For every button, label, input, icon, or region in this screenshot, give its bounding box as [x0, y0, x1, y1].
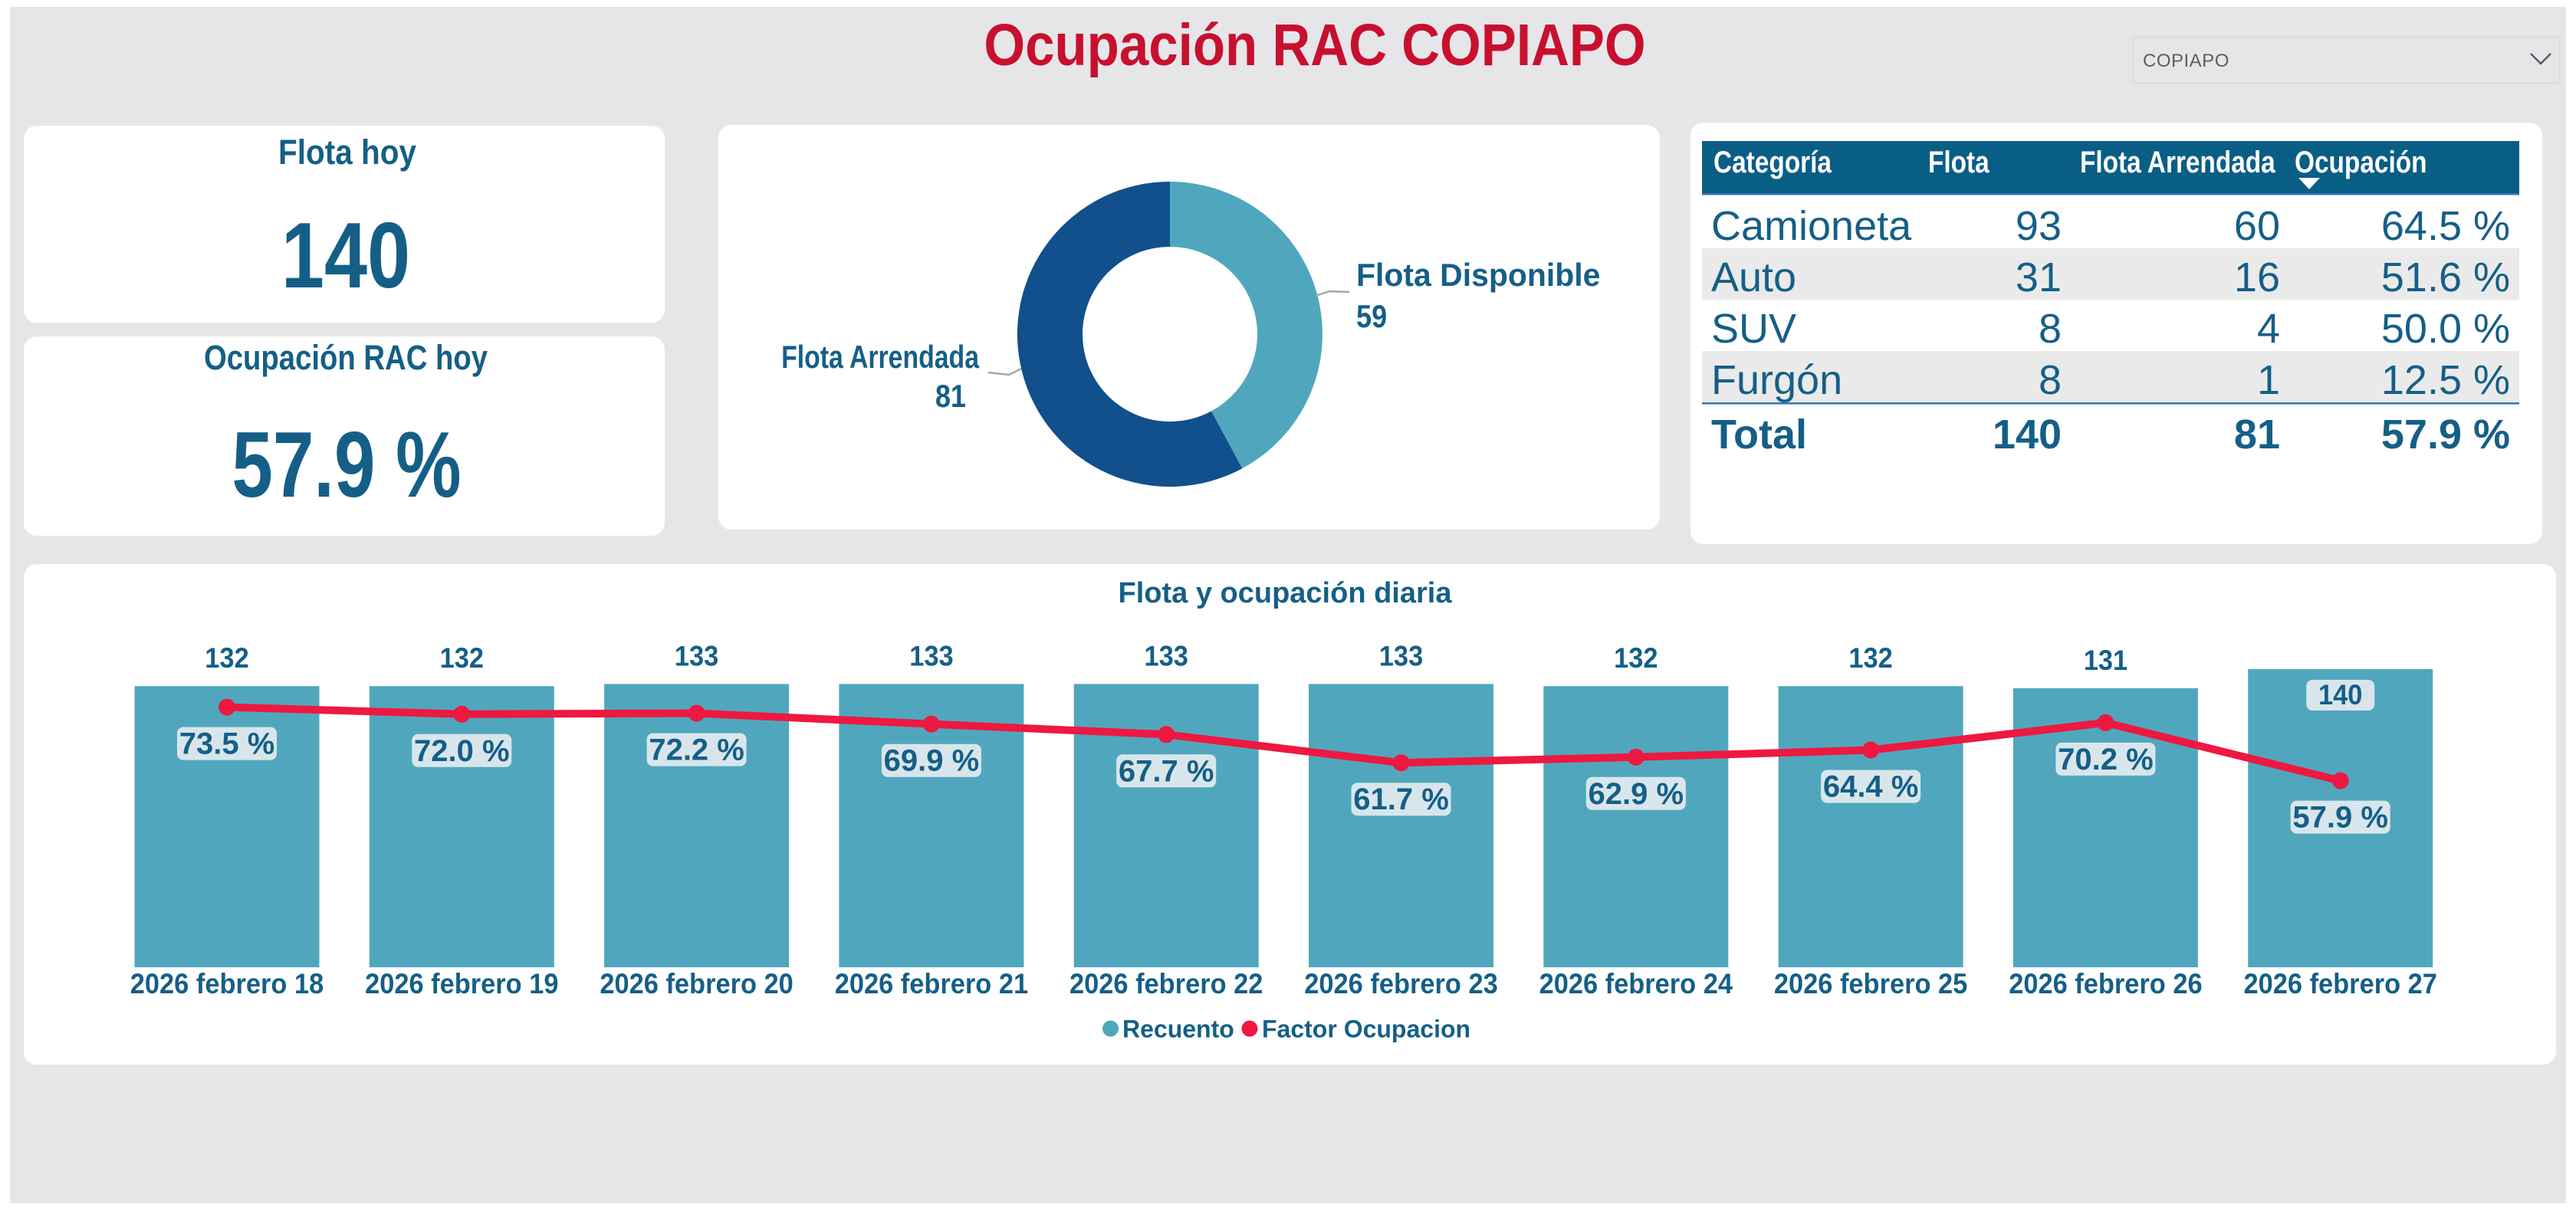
svg-text:67.7 %: 67.7 %	[1119, 754, 1214, 788]
svg-text:2026 febrero 21: 2026 febrero 21	[835, 968, 1028, 999]
svg-text:70.2 %: 70.2 %	[2058, 743, 2154, 776]
svg-text:2026 febrero 24: 2026 febrero 24	[1539, 968, 1733, 999]
svg-text:81: 81	[935, 379, 966, 415]
svg-text:64.5 %: 64.5 %	[2381, 203, 2510, 249]
svg-text:2026 febrero 23: 2026 febrero 23	[1304, 968, 1497, 999]
svg-text:Camioneta: Camioneta	[1711, 203, 1912, 249]
svg-text:50.0 %: 50.0 %	[2381, 306, 2510, 352]
svg-text:8: 8	[2039, 306, 2062, 352]
svg-text:72.0 %: 72.0 %	[414, 734, 510, 768]
svg-text:2026 febrero 25: 2026 febrero 25	[1774, 968, 1967, 999]
svg-text:8: 8	[2039, 357, 2062, 403]
svg-text:31: 31	[2016, 254, 2062, 300]
svg-text:131: 131	[2084, 645, 2128, 676]
svg-text:140: 140	[281, 203, 410, 307]
svg-text:140: 140	[1993, 412, 2062, 458]
svg-text:4: 4	[2257, 306, 2280, 352]
svg-text:132: 132	[440, 642, 484, 674]
svg-text:133: 133	[1144, 640, 1188, 671]
svg-text:132: 132	[1614, 642, 1658, 674]
svg-text:Auto: Auto	[1711, 254, 1796, 300]
svg-text:2026 febrero 19: 2026 febrero 19	[365, 968, 558, 999]
svg-text:Factor Ocupacion: Factor Ocupacion	[1262, 1016, 1470, 1043]
svg-text:69.9 %: 69.9 %	[884, 744, 980, 778]
svg-text:Flota y ocupación diaria: Flota y ocupación diaria	[1119, 577, 1453, 609]
svg-text:2026 febrero 22: 2026 febrero 22	[1070, 968, 1263, 999]
svg-text:Flota Disponible: Flota Disponible	[1356, 257, 1600, 294]
svg-text:Flota: Flota	[1928, 145, 1990, 179]
svg-text:COPIAPO: COPIAPO	[2143, 51, 2229, 71]
svg-text:132: 132	[205, 642, 248, 674]
svg-text:133: 133	[909, 640, 953, 671]
svg-text:SUV: SUV	[1711, 306, 1796, 352]
svg-text:61.7 %: 61.7 %	[1353, 783, 1449, 816]
svg-text:133: 133	[1379, 640, 1423, 671]
svg-text:Flota hoy: Flota hoy	[278, 133, 416, 172]
svg-text:93: 93	[2016, 203, 2062, 249]
svg-text:Recuento: Recuento	[1122, 1016, 1234, 1043]
svg-text:81: 81	[2234, 412, 2280, 458]
svg-text:Flota Arrendada: Flota Arrendada	[781, 340, 980, 376]
svg-text:60: 60	[2234, 203, 2280, 249]
svg-text:57.9 %: 57.9 %	[232, 413, 461, 517]
svg-text:72.2 %: 72.2 %	[649, 733, 744, 767]
svg-text:133: 133	[675, 640, 718, 671]
svg-text:2026 febrero 26: 2026 febrero 26	[2009, 968, 2202, 999]
svg-text:59: 59	[1356, 300, 1387, 335]
svg-text:132: 132	[1848, 642, 1892, 674]
svg-text:16: 16	[2234, 254, 2280, 300]
svg-text:1: 1	[2257, 357, 2280, 403]
svg-text:Total: Total	[1711, 412, 1807, 458]
svg-text:62.9 %: 62.9 %	[1589, 777, 1684, 811]
svg-text:57.9 %: 57.9 %	[2381, 412, 2510, 458]
svg-text:12.5 %: 12.5 %	[2381, 357, 2510, 403]
svg-text:2026 febrero 27: 2026 febrero 27	[2243, 968, 2436, 999]
svg-text:Flota Arrendada: Flota Arrendada	[2080, 145, 2275, 179]
svg-text:Ocupación RAC COPIAPO: Ocupación RAC COPIAPO	[984, 13, 1645, 78]
svg-text:57.9 %: 57.9 %	[2292, 801, 2388, 835]
svg-text:73.5 %: 73.5 %	[179, 727, 275, 761]
svg-text:2026 febrero 18: 2026 febrero 18	[130, 968, 324, 999]
svg-text:Ocupación: Ocupación	[2295, 145, 2427, 179]
svg-text:2026 febrero 20: 2026 febrero 20	[600, 968, 793, 999]
svg-text:64.4 %: 64.4 %	[1823, 770, 1919, 804]
svg-text:140: 140	[2318, 679, 2362, 711]
svg-text:Categoría: Categoría	[1714, 145, 1832, 179]
svg-text:Ocupación RAC hoy: Ocupación RAC hoy	[204, 338, 488, 377]
svg-text:51.6 %: 51.6 %	[2381, 254, 2510, 300]
svg-text:Furgón: Furgón	[1711, 357, 1842, 403]
